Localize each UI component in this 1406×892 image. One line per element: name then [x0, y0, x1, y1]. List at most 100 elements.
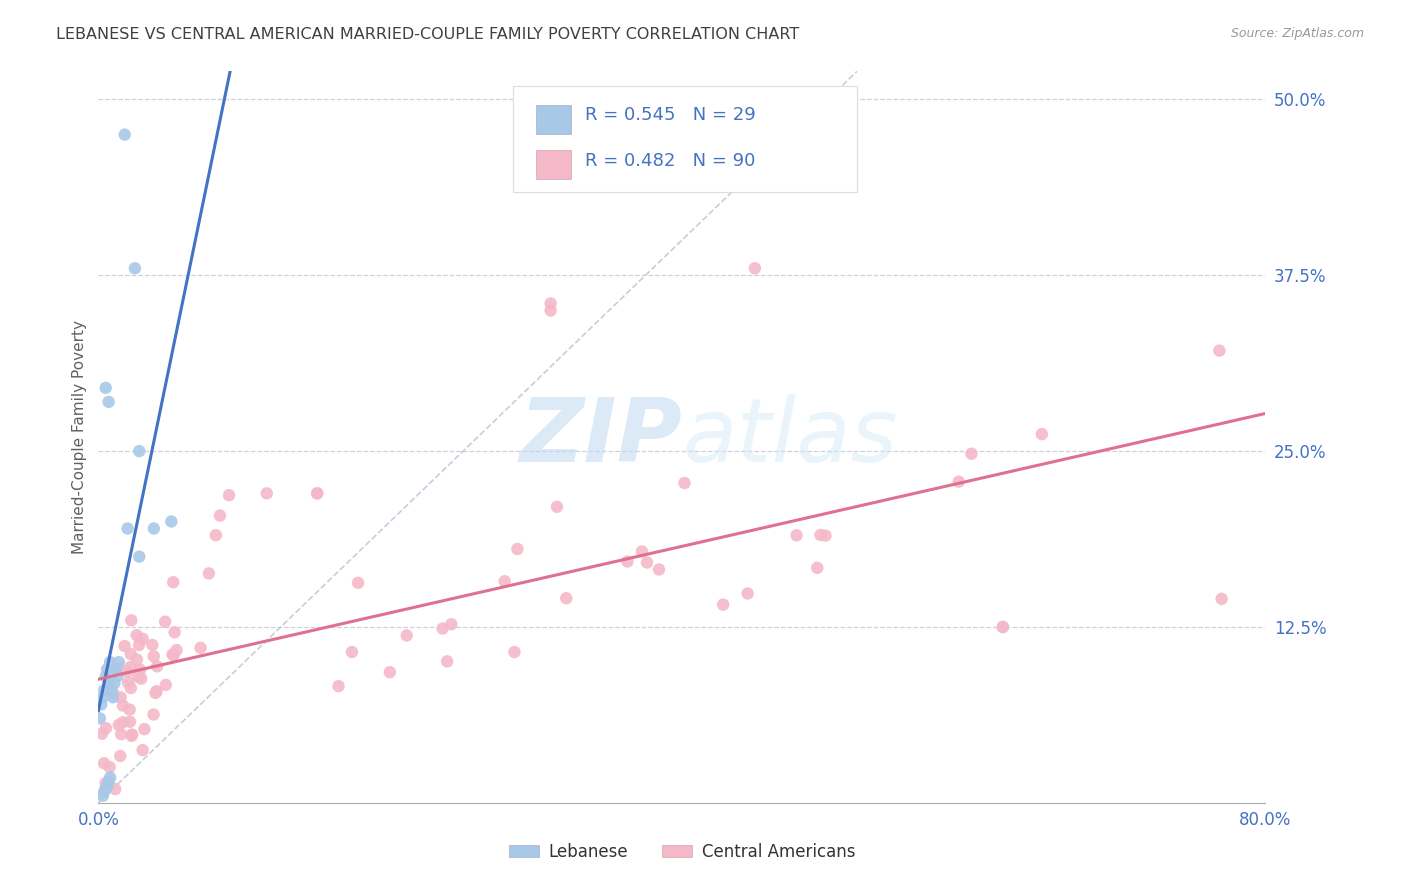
- Point: [128, 549, 150, 564]
- Point: [118, 714, 141, 729]
- Text: atlas: atlas: [682, 394, 897, 480]
- Text: R = 0.482   N = 90: R = 0.482 N = 90: [585, 152, 755, 169]
- Point: [648, 563, 671, 577]
- Point: [162, 575, 184, 590]
- Point: [432, 622, 454, 636]
- Point: [540, 296, 562, 310]
- Point: [506, 541, 529, 556]
- Point: [93, 683, 115, 698]
- Point: [440, 617, 463, 632]
- Point: [125, 652, 148, 666]
- Text: ZIP: ZIP: [519, 393, 682, 481]
- Point: [328, 679, 350, 693]
- Point: [991, 620, 1014, 634]
- Point: [163, 625, 186, 640]
- Point: [347, 575, 370, 590]
- Point: [103, 687, 125, 701]
- Point: [1208, 343, 1230, 358]
- Point: [960, 447, 983, 461]
- Point: [98, 680, 121, 694]
- Point: [991, 620, 1014, 634]
- FancyBboxPatch shape: [513, 86, 856, 192]
- Point: [208, 508, 231, 523]
- Point: [711, 598, 734, 612]
- Point: [108, 655, 131, 669]
- Point: [142, 649, 165, 664]
- Text: R = 0.545   N = 29: R = 0.545 N = 29: [585, 105, 756, 123]
- Point: [205, 528, 228, 542]
- Point: [636, 556, 658, 570]
- Point: [120, 647, 142, 661]
- Point: [94, 776, 117, 790]
- Point: [114, 639, 136, 653]
- Point: [91, 727, 114, 741]
- Point: [107, 718, 129, 732]
- Point: [90, 698, 112, 712]
- Point: [120, 681, 142, 695]
- Point: [100, 683, 122, 698]
- Point: [129, 663, 152, 677]
- Point: [145, 684, 167, 698]
- Point: [307, 486, 329, 500]
- Point: [145, 686, 167, 700]
- Point: [616, 554, 638, 568]
- Point: [631, 544, 654, 558]
- Point: [110, 727, 132, 741]
- Point: [93, 784, 115, 798]
- Point: [94, 669, 117, 683]
- Text: Source: ZipAtlas.com: Source: ZipAtlas.com: [1230, 27, 1364, 40]
- Point: [98, 771, 121, 785]
- Text: LEBANESE VS CENTRAL AMERICAN MARRIED-COUPLE FAMILY POVERTY CORRELATION CHART: LEBANESE VS CENTRAL AMERICAN MARRIED-COU…: [56, 27, 800, 42]
- Point: [503, 645, 526, 659]
- Point: [97, 774, 120, 789]
- Point: [97, 676, 120, 690]
- Point: [104, 662, 127, 676]
- Point: [94, 781, 117, 796]
- Point: [1031, 427, 1053, 442]
- Point: [121, 729, 143, 743]
- Point: [118, 703, 141, 717]
- Point: [134, 722, 156, 736]
- Point: [131, 743, 153, 757]
- Point: [111, 698, 134, 713]
- Point: [128, 638, 150, 652]
- Point: [142, 521, 165, 535]
- Point: [546, 500, 568, 514]
- Point: [307, 486, 329, 500]
- Point: [97, 395, 120, 409]
- Point: [786, 528, 808, 542]
- Point: [98, 760, 121, 774]
- Point: [117, 675, 139, 690]
- Point: [121, 727, 143, 741]
- Bar: [536, 151, 571, 179]
- Point: [256, 486, 278, 500]
- Point: [146, 659, 169, 673]
- Point: [89, 711, 111, 725]
- Point: [108, 662, 131, 676]
- Point: [540, 303, 562, 318]
- Point: [806, 561, 828, 575]
- Point: [96, 662, 118, 676]
- Point: [948, 475, 970, 489]
- Point: [142, 707, 165, 722]
- Point: [166, 643, 188, 657]
- Point: [127, 670, 149, 684]
- Point: [162, 648, 184, 662]
- Point: [110, 690, 132, 705]
- Point: [218, 488, 240, 502]
- Point: [737, 586, 759, 600]
- Point: [673, 476, 696, 491]
- Point: [198, 566, 221, 581]
- Point: [131, 632, 153, 646]
- Legend: Lebanese, Central Americans: Lebanese, Central Americans: [502, 837, 862, 868]
- Point: [124, 261, 146, 276]
- Point: [190, 640, 212, 655]
- Point: [814, 528, 837, 542]
- Point: [103, 676, 125, 690]
- Point: [744, 261, 766, 276]
- Point: [117, 665, 139, 679]
- Point: [125, 628, 148, 642]
- Point: [111, 715, 134, 730]
- Point: [114, 128, 136, 142]
- Bar: [536, 105, 571, 134]
